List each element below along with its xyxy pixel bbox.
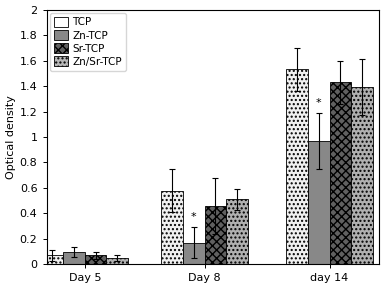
Bar: [286, 69, 308, 264]
Legend: TCP, Zn-TCP, Sr-TCP, Zn/Sr-TCP: TCP, Zn-TCP, Sr-TCP, Zn/Sr-TCP: [50, 13, 126, 71]
Bar: [308, 141, 330, 264]
Bar: [106, 258, 128, 264]
Bar: [42, 255, 63, 264]
Bar: [85, 255, 106, 264]
Bar: [161, 190, 183, 264]
Bar: [351, 87, 373, 264]
Bar: [183, 243, 205, 264]
Text: *: *: [316, 98, 321, 108]
Bar: [226, 199, 248, 264]
Bar: [205, 206, 226, 264]
Bar: [330, 82, 351, 264]
Y-axis label: Optical density: Optical density: [5, 95, 15, 179]
Text: *: *: [191, 212, 197, 222]
Bar: [63, 252, 85, 264]
